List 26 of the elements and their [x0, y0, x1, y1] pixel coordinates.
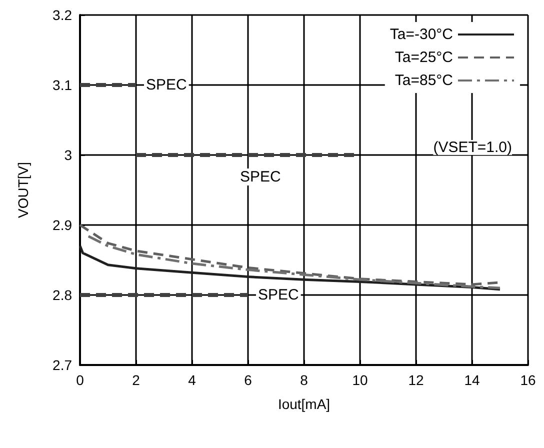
line-series — [87, 234, 502, 290]
x-tick-label: 12 — [408, 372, 424, 388]
series-label: SPEC — [146, 76, 188, 94]
x-tick-label: 0 — [76, 372, 84, 388]
x-tick-label: 8 — [300, 372, 308, 388]
y-tick-label: 3.2 — [52, 7, 72, 23]
y-tick-label: 2.9 — [52, 217, 72, 233]
x-tick-label: 4 — [188, 372, 196, 388]
series-label: SPEC — [258, 286, 300, 304]
x-tick-label: 2 — [132, 372, 140, 388]
x-tick-label: 14 — [464, 372, 480, 388]
series-label: SPEC — [240, 168, 282, 186]
annotation: (VSET=1.0) — [433, 139, 512, 156]
x-axis-title: Iout[mA] — [278, 396, 330, 412]
y-tick-label: 3 — [64, 147, 72, 163]
y-tick-label: 2.8 — [52, 287, 72, 303]
x-tick-label: 16 — [520, 372, 536, 388]
x-tick-label: 10 — [352, 372, 368, 388]
y-axis-title: VOUT[V] — [15, 162, 31, 218]
legend-label: Ta=25°C — [394, 49, 454, 66]
y-tick-label: 2.7 — [52, 357, 72, 373]
x-tick-label: 6 — [244, 372, 252, 388]
legend-label: Ta=-30°C — [390, 26, 454, 43]
legend-label: Ta=85°C — [394, 72, 454, 89]
y-tick-label: 3.1 — [52, 77, 72, 93]
line-series — [78, 244, 502, 291]
